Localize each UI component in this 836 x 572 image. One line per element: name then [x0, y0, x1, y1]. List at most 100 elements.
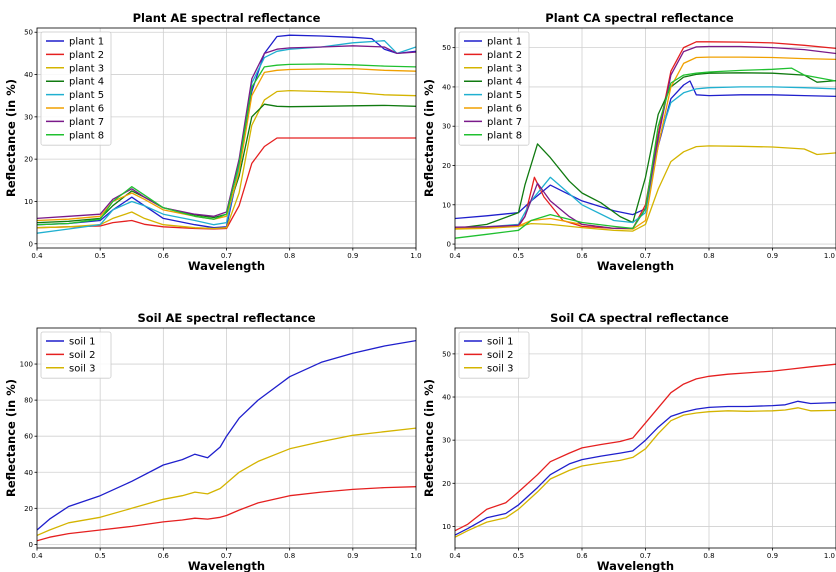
- y-tick-label: 80: [24, 397, 33, 405]
- legend-label: soil 1: [487, 337, 513, 348]
- x-tick-label: 0.6: [158, 552, 170, 560]
- legend: plant 1 plant 2 plant 3 plant 4 plant 5 plant…: [458, 31, 530, 146]
- legend-label: plant 1: [69, 37, 104, 48]
- x-tick-label: 0.8: [284, 552, 295, 560]
- x-tick-label: 0.4: [31, 552, 43, 560]
- x-tick-label: 1.0: [410, 252, 421, 260]
- x-tick-label: 0.9: [767, 252, 778, 260]
- x-tick-label: 1.0: [824, 252, 835, 260]
- x-axis-label: Wavelength: [597, 259, 674, 273]
- legend-label: soil 3: [487, 363, 513, 374]
- x-axis-label: Wavelength: [597, 559, 674, 572]
- legend-box: [40, 331, 112, 379]
- y-tick-label: 30: [24, 113, 33, 121]
- x-tick-label: 0.8: [703, 252, 714, 260]
- x-tick-label: 0.9: [347, 552, 358, 560]
- y-tick-label: 50: [442, 44, 451, 52]
- legend-label: plant 2: [487, 50, 522, 61]
- x-tick-label: 0.6: [576, 552, 588, 560]
- x-tick-label: 0.5: [513, 252, 524, 260]
- series-line-soil-3: [455, 407, 836, 538]
- x-tick-label: 0.4: [31, 252, 43, 260]
- y-tick-label: 60: [24, 433, 33, 441]
- y-tick-label: 100: [20, 361, 33, 369]
- x-tick-label: 0.4: [449, 252, 461, 260]
- series-line-plant-8: [37, 63, 416, 226]
- series-line-soil-1: [455, 400, 836, 536]
- chart-title: Plant AE spectral reflectance: [133, 11, 321, 25]
- y-axis-label: Reflectance (in %): [4, 379, 18, 497]
- x-tick-label: 0.7: [640, 252, 651, 260]
- legend-label: soil 2: [69, 350, 95, 361]
- legend: soil 1 soil 2 soil 3: [458, 331, 530, 379]
- y-axis-label: Reflectance (in %): [422, 379, 436, 497]
- y-axis-label: Reflectance (in %): [4, 79, 18, 197]
- y-axis-label: Reflectance (in %): [422, 79, 436, 197]
- y-tick-label: 40: [24, 71, 33, 79]
- y-tick-label: 30: [442, 437, 451, 445]
- y-tick-label: 40: [24, 469, 33, 477]
- x-tick-label: 0.6: [576, 252, 588, 260]
- legend-label: plant 6: [69, 104, 104, 115]
- y-tick-label: 0: [29, 240, 33, 248]
- series-line-plant-3: [37, 89, 416, 230]
- y-tick-label: 20: [442, 480, 451, 488]
- x-tick-label: 0.7: [221, 552, 232, 560]
- legend-label: plant 4: [69, 77, 104, 88]
- series-line-plant-4: [455, 72, 836, 230]
- y-tick-label: 40: [442, 83, 451, 91]
- series-line-soil-3: [37, 427, 416, 536]
- x-tick-label: 0.8: [703, 552, 714, 560]
- chart-panel-4: 0.4 0.5 0.6 0.7 0.8 0.9 1.0 10 20 30 40 50 Soil CA s…: [422, 311, 836, 572]
- chart-title: Soil AE spectral reflectance: [137, 311, 315, 325]
- y-tick-label: 30: [442, 123, 451, 131]
- x-tick-label: 0.9: [767, 552, 778, 560]
- legend-box: [458, 31, 530, 146]
- y-tick-label: 10: [24, 198, 33, 206]
- legend-label: plant 5: [69, 90, 104, 101]
- legend-label: plant 7: [487, 117, 522, 128]
- y-tick-label: 20: [442, 162, 451, 170]
- legend: soil 1 soil 2 soil 3: [40, 331, 112, 379]
- chart-panel-3: 0.4 0.5 0.6 0.7 0.8 0.9 1.0 0 20 40 60 80 100 Soil AE…: [4, 311, 422, 572]
- legend-label: plant 6: [487, 104, 522, 115]
- x-tick-label: 0.5: [95, 552, 106, 560]
- x-axis-label: Wavelength: [188, 259, 265, 273]
- legend-label: soil 2: [487, 350, 513, 361]
- chart-panel-2: 0.4 0.5 0.6 0.7 0.8 0.9 1.0 0 10 20 30 40 50 Plant CA…: [422, 11, 836, 273]
- series-line-plant-2: [37, 137, 416, 230]
- legend-label: plant 4: [487, 77, 522, 88]
- series-line-plant-7: [37, 45, 416, 220]
- y-tick-label: 50: [442, 350, 451, 358]
- legend-label: plant 8: [69, 130, 104, 141]
- y-tick-label: 10: [442, 523, 451, 531]
- x-tick-label: 0.5: [513, 552, 524, 560]
- series-line-plant-8: [455, 67, 836, 239]
- x-tick-label: 1.0: [410, 552, 421, 560]
- x-tick-label: 0.7: [221, 252, 232, 260]
- legend-box: [458, 331, 530, 379]
- x-tick-label: 0.5: [95, 252, 106, 260]
- y-tick-label: 0: [29, 541, 33, 549]
- legend-label: soil 3: [69, 363, 95, 374]
- legend-label: plant 1: [487, 37, 522, 48]
- series-line-plant-3: [455, 145, 836, 232]
- x-tick-label: 0.7: [640, 552, 651, 560]
- series-line-soil-1: [37, 339, 416, 531]
- legend-label: plant 2: [69, 50, 104, 61]
- y-tick-label: 10: [442, 201, 451, 209]
- legend-label: plant 3: [487, 63, 522, 74]
- x-axis-label: Wavelength: [188, 559, 265, 572]
- legend-label: plant 7: [69, 117, 104, 128]
- series-line-soil-2: [37, 486, 416, 542]
- x-tick-label: 0.4: [449, 552, 461, 560]
- chart-panel-1: 0.4 0.5 0.6 0.7 0.8 0.9 1.0 0 10 20 30 40 50 Plant AE…: [4, 11, 422, 273]
- chart-title: Plant CA spectral reflectance: [545, 11, 734, 25]
- y-tick-label: 0: [447, 241, 451, 249]
- x-tick-label: 0.6: [158, 252, 170, 260]
- series-line-soil-2: [455, 363, 836, 532]
- x-tick-label: 0.9: [347, 252, 358, 260]
- legend-label: plant 8: [487, 130, 522, 141]
- legend-label: soil 1: [69, 337, 95, 348]
